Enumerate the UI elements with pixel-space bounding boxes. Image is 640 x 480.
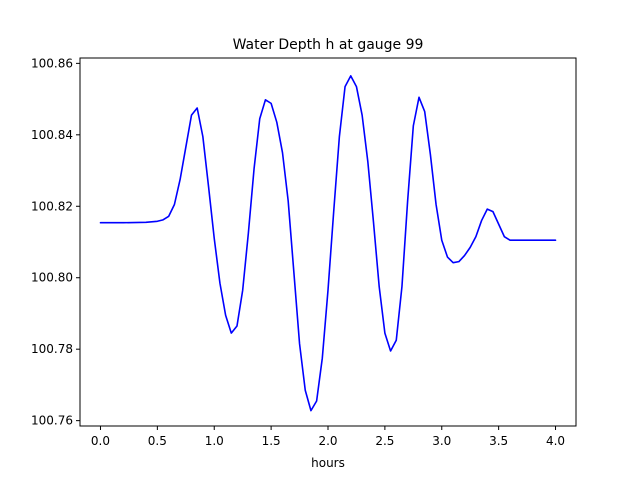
chart-title: Water Depth h at gauge 99 (233, 37, 424, 53)
x-tick-label: 1.5 (262, 434, 281, 448)
x-tick-label: 0.5 (148, 434, 167, 448)
y-tick-label: 100.78 (31, 342, 73, 356)
x-axis-label: hours (311, 456, 345, 470)
y-tick-label: 100.82 (31, 199, 73, 213)
plot-area (99, 75, 557, 412)
y-tick-label: 100.80 (31, 271, 73, 285)
x-tick-label: 2.5 (375, 434, 394, 448)
x-tick-label: 1.0 (205, 434, 224, 448)
series-line (99, 75, 557, 412)
y-tick-label: 100.86 (31, 56, 73, 70)
x-tick-label: 3.5 (489, 434, 508, 448)
axes-frame (79, 57, 577, 427)
y-tick-label: 100.76 (31, 414, 73, 428)
x-tick-label: 2.0 (318, 434, 337, 448)
x-tick-label: 0.0 (91, 434, 110, 448)
y-axis-ticks: 100.76 100.78 100.80 100.82 100.84 100.86 (31, 56, 80, 428)
x-tick-label: 4.0 (546, 434, 565, 448)
y-tick-label: 100.84 (31, 128, 73, 142)
x-tick-label: 3.0 (432, 434, 451, 448)
x-axis-ticks: 0.0 0.5 1.0 1.5 2.0 2.5 3.0 3.5 4.0 (91, 426, 565, 448)
